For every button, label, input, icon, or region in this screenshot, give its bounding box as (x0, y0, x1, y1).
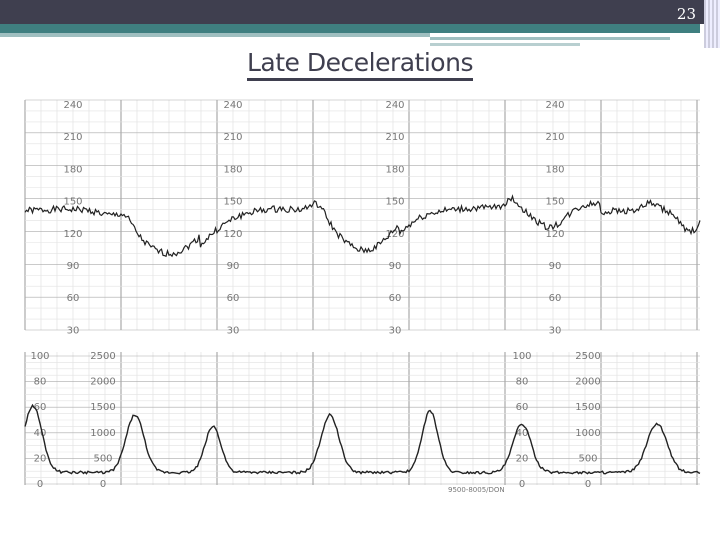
scale-label: 2500 (90, 351, 115, 362)
scale-label: 60 (389, 293, 402, 304)
scale-label: 80 (516, 377, 529, 388)
scale-label: 180 (385, 164, 404, 175)
scale-label: 0 (585, 479, 591, 490)
scale-label: 210 (63, 132, 82, 143)
slide-header-bar (0, 0, 720, 24)
scale-label: 180 (63, 164, 82, 175)
scale-label: 180 (545, 164, 564, 175)
scale-label: 30 (227, 325, 240, 336)
scale-label: 80 (34, 377, 47, 388)
accent-bar-thin (0, 33, 430, 37)
scale-label: 60 (549, 293, 562, 304)
fetal-heart-rate-trace (24, 194, 701, 258)
scale-label: 2000 (90, 377, 115, 388)
scale-label: 240 (385, 100, 404, 111)
paper-grid (24, 99, 700, 485)
scale-label: 180 (223, 164, 242, 175)
scale-label: 240 (545, 100, 564, 111)
contraction-trace (24, 403, 701, 475)
scale-label: 500 (578, 453, 597, 464)
scale-label: 40 (516, 428, 529, 439)
scale-label: 30 (67, 325, 80, 336)
scale-label: 2500 (575, 351, 600, 362)
scale-label: 60 (67, 293, 80, 304)
scale-label: 1000 (575, 428, 600, 439)
scale-label: 120 (385, 229, 404, 240)
scale-label: 90 (389, 261, 402, 272)
scale-label: 90 (227, 261, 240, 272)
scale-label: 150 (545, 197, 564, 208)
scale-label: 60 (516, 402, 529, 413)
scale-label: 40 (34, 428, 47, 439)
scale-label: 120 (223, 229, 242, 240)
scale-label: 0 (37, 479, 43, 490)
scale-label: 20 (34, 453, 47, 464)
edge-decoration (704, 0, 720, 48)
scale-label: 210 (545, 132, 564, 143)
scale-label: 20 (516, 453, 529, 464)
scale-label: 240 (63, 100, 82, 111)
scale-labels: 240 210 180 150 120 90 60 30 240 210 180 150 120 90 60… (30, 100, 600, 490)
accent-bar-thin (430, 43, 580, 46)
accent-bar (0, 24, 700, 33)
scale-label: 150 (385, 197, 404, 208)
scale-label: 150 (223, 197, 242, 208)
scale-label: 30 (549, 325, 562, 336)
scale-label: 1000 (90, 428, 115, 439)
scale-label: 90 (549, 261, 562, 272)
slide-number: 23 (676, 5, 696, 23)
scale-label: 100 (512, 351, 531, 362)
scale-label: 90 (67, 261, 80, 272)
scale-label: 150 (63, 197, 82, 208)
scale-label: 0 (519, 479, 525, 490)
scale-label: 240 (223, 100, 242, 111)
scale-label: 120 (545, 229, 564, 240)
scale-label: 60 (34, 402, 47, 413)
slide-title: Late Decelerations (247, 48, 473, 81)
scale-label: 1500 (575, 402, 600, 413)
scale-label: 60 (227, 293, 240, 304)
accent-bar-thin (430, 37, 670, 40)
scale-label: 120 (63, 229, 82, 240)
scale-label: 500 (93, 453, 112, 464)
strip-code: 9500-8005/DON (448, 486, 505, 494)
scale-label: 0 (100, 479, 106, 490)
scale-label: 1500 (90, 402, 115, 413)
scale-label: 210 (385, 132, 404, 143)
scale-label: 100 (30, 351, 49, 362)
scale-label: 210 (223, 132, 242, 143)
scale-label: 2000 (575, 377, 600, 388)
scale-label: 30 (389, 325, 402, 336)
